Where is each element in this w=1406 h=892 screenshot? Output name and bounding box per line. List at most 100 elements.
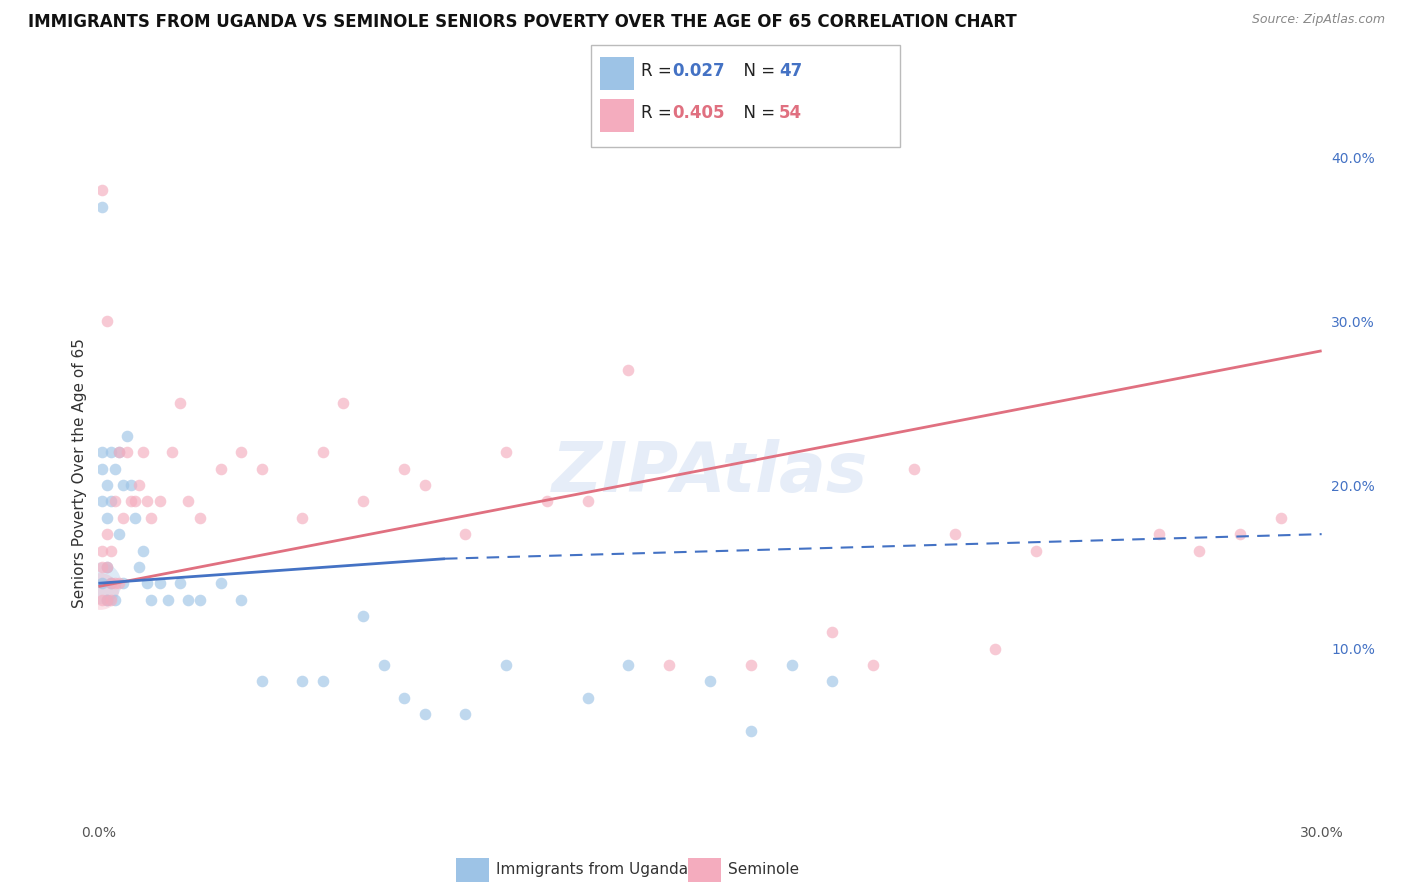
Point — [132, 445, 155, 459]
Point — [576, 690, 599, 705]
Point — [821, 625, 844, 640]
Point — [104, 592, 127, 607]
Point — [91, 592, 114, 607]
Point — [536, 494, 558, 508]
Point — [495, 445, 517, 459]
Point — [352, 609, 374, 624]
Point — [188, 510, 212, 524]
Y-axis label: Seniors Poverty Over the Age of 65: Seniors Poverty Over the Age of 65 — [72, 338, 87, 607]
Point — [177, 494, 200, 508]
Point — [91, 576, 114, 591]
Point — [132, 543, 155, 558]
Point — [111, 510, 134, 524]
Point — [149, 576, 172, 591]
Point — [740, 658, 762, 673]
Point — [96, 592, 118, 607]
Text: ZIPAtlas: ZIPAtlas — [553, 439, 868, 507]
Point — [250, 461, 273, 475]
Point — [332, 396, 354, 410]
Point — [392, 461, 416, 475]
Point — [312, 674, 335, 689]
Point — [780, 658, 803, 673]
Point — [312, 445, 335, 459]
Point — [96, 478, 118, 492]
Point — [1188, 543, 1211, 558]
Point — [821, 674, 844, 689]
Point — [943, 527, 966, 541]
Point — [413, 478, 436, 492]
Point — [1229, 527, 1251, 541]
Point — [699, 674, 721, 689]
Point — [96, 527, 118, 541]
Point — [100, 543, 122, 558]
Point — [291, 510, 314, 524]
Point — [108, 445, 131, 459]
Point — [100, 576, 122, 591]
Point — [91, 560, 114, 574]
Point — [209, 576, 232, 591]
Point — [169, 576, 191, 591]
Point — [291, 674, 314, 689]
Point — [169, 396, 191, 410]
Point — [454, 707, 477, 722]
Point — [91, 183, 114, 197]
Point — [100, 494, 122, 508]
Point — [91, 445, 114, 459]
Point — [96, 510, 118, 524]
Point — [352, 494, 374, 508]
Point — [91, 494, 114, 508]
Point — [658, 658, 681, 673]
Point — [373, 658, 395, 673]
Point — [108, 576, 131, 591]
Point — [91, 461, 114, 475]
Point — [177, 592, 200, 607]
Point — [111, 478, 134, 492]
Point — [136, 494, 159, 508]
Point — [141, 510, 163, 524]
Point — [903, 461, 925, 475]
Text: Immigrants from Uganda: Immigrants from Uganda — [496, 863, 689, 877]
Point — [96, 314, 118, 328]
Point — [495, 658, 517, 673]
Point — [120, 494, 142, 508]
Point — [124, 494, 146, 508]
Point — [136, 576, 159, 591]
Point — [149, 494, 172, 508]
Point — [120, 478, 142, 492]
Text: 0.405: 0.405 — [672, 104, 724, 122]
Text: R =: R = — [641, 62, 678, 80]
Point — [91, 200, 114, 214]
Point — [128, 478, 150, 492]
Point — [454, 527, 477, 541]
Point — [617, 363, 640, 377]
Text: N =: N = — [733, 104, 780, 122]
Point — [96, 560, 118, 574]
Point — [984, 641, 1007, 656]
Point — [104, 494, 127, 508]
Text: 47: 47 — [779, 62, 803, 80]
Point — [91, 543, 114, 558]
Point — [740, 723, 762, 738]
Point — [576, 494, 599, 508]
Text: N =: N = — [733, 62, 780, 80]
Point — [104, 576, 127, 591]
Point — [1270, 510, 1292, 524]
Text: 0.027: 0.027 — [672, 62, 724, 80]
Point — [115, 429, 138, 443]
Point — [108, 527, 131, 541]
Point — [156, 592, 179, 607]
Text: 54: 54 — [779, 104, 801, 122]
Point — [188, 592, 212, 607]
Point — [89, 584, 111, 599]
Point — [160, 445, 183, 459]
Point — [89, 576, 111, 591]
Point — [1025, 543, 1047, 558]
Text: R =: R = — [641, 104, 678, 122]
Point — [108, 445, 131, 459]
Point — [96, 592, 118, 607]
Point — [100, 592, 122, 607]
Point — [209, 461, 232, 475]
Point — [617, 658, 640, 673]
Point — [100, 445, 122, 459]
Point — [1147, 527, 1170, 541]
